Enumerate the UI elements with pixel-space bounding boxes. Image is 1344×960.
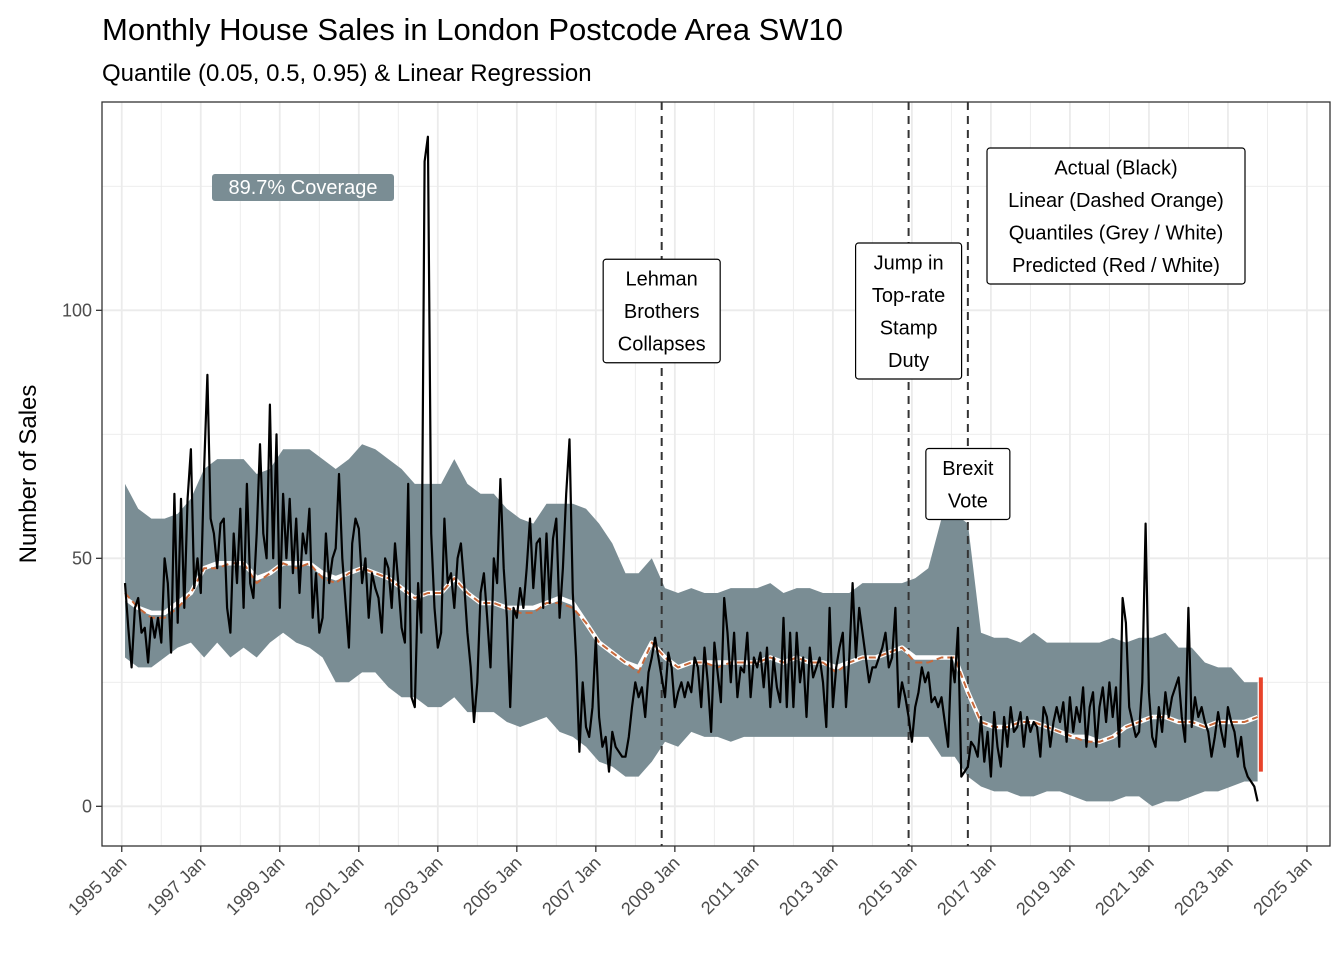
y-axis-title: Number of Sales (15, 385, 42, 564)
coverage-label: 89.7% Coverage (212, 174, 394, 201)
coverage-label-text: 89.7% Coverage (229, 177, 378, 199)
x-tick-label: 1999 Jan (222, 853, 289, 920)
event-label: Lehman Brothers Collapses (602, 258, 721, 364)
legend-entry: Predicted (Red / White) (1012, 255, 1220, 277)
event-label-text: Jump in (874, 252, 944, 274)
x-tick-label: 2019 Jan (1012, 853, 1079, 920)
legend-entry: Quantiles (Grey / White) (1009, 222, 1224, 244)
x-tick-label: 2001 Jan (301, 853, 368, 920)
x-tick-label: 2015 Jan (854, 853, 921, 920)
event-label-text: Brexit (942, 458, 994, 480)
actual-sales-line (123, 135, 1259, 802)
x-tick-label: 2017 Jan (933, 853, 1000, 920)
plot-border (101, 101, 1331, 847)
event-label-box (925, 447, 1011, 521)
series (123, 135, 1259, 802)
x-tick-label: 2013 Jan (775, 853, 842, 920)
x-tick-label: 1997 Jan (143, 853, 210, 920)
x-tick-label: 2011 Jan (697, 853, 763, 919)
event-label-text: Lehman (626, 269, 698, 291)
event-label-box (854, 242, 963, 380)
y-tick-label: 50 (72, 548, 92, 568)
coverage-label-box (212, 174, 394, 201)
legend-entry: Linear (Dashed Orange) (1008, 190, 1224, 212)
event-label-text: Brothers (624, 301, 700, 323)
y-tick-label: 0 (82, 796, 92, 816)
legend-box: Actual (Black) Linear (Dashed Orange) Quan… (986, 147, 1246, 285)
annotations: Lehman Brothers Collapses Jump in Top-rate St… (212, 147, 1246, 521)
event-label-text: Stamp (880, 317, 938, 339)
legend-entry: Actual (Black) (1054, 157, 1177, 179)
x-tick-label: 2003 Jan (380, 853, 447, 920)
x-tick-label: 2021 Jan (1091, 853, 1158, 920)
event-label: Brexit Vote (925, 447, 1011, 521)
x-tick-label: 2023 Jan (1170, 853, 1237, 920)
linear-regression-line (124, 562, 1258, 743)
x-tick-label: 2009 Jan (617, 853, 684, 920)
x-tick-label: 2025 Jan (1249, 853, 1316, 920)
y-tick-label: 100 (62, 300, 92, 320)
chart-title: Monthly House Sales in London Postcode A… (102, 12, 843, 47)
x-tick-label: 2007 Jan (538, 853, 605, 920)
event-label-text: Top-rate (872, 285, 945, 307)
event-label-text: Vote (948, 490, 988, 512)
event-label-text: Duty (888, 350, 929, 372)
chart-subtitle: Quantile (0.05, 0.5, 0.95) & Linear Regr… (102, 60, 592, 87)
event-label: Jump in Top-rate Stamp Duty (854, 242, 963, 380)
x-tick-label: 1995 Jan (64, 853, 131, 920)
event-label-box (602, 258, 721, 364)
x-tick-label: 2005 Jan (459, 853, 526, 920)
event-label-text: Collapses (618, 334, 706, 356)
legend-frame (986, 147, 1246, 285)
